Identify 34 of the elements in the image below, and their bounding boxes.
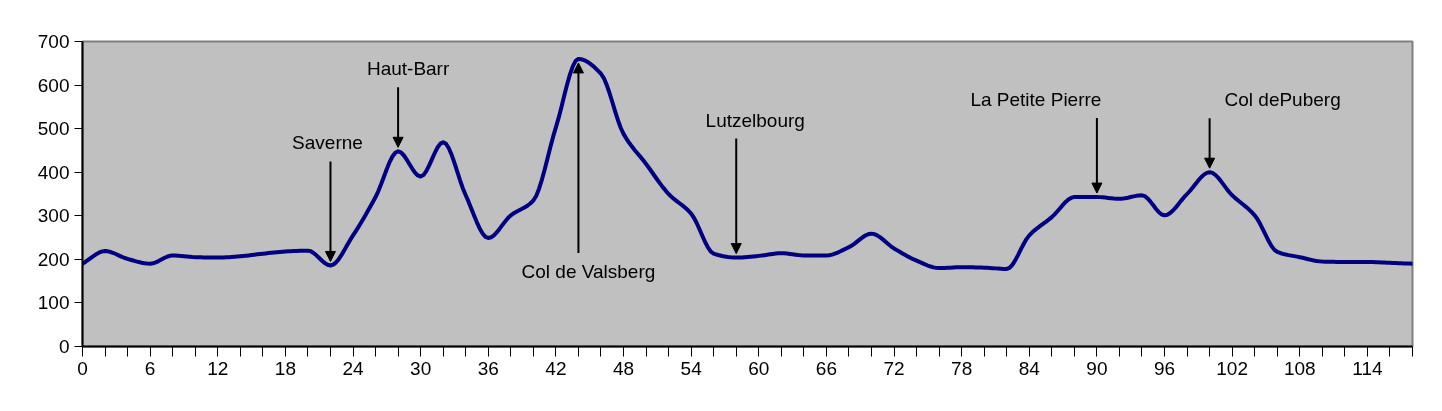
annotation: Col dePuberg — [1224, 89, 1341, 111]
x-tick-label: 60 — [748, 357, 770, 379]
x-tick-label: 72 — [883, 357, 905, 379]
y-tick-label: 700 — [37, 31, 70, 52]
x-tick-label: 66 — [815, 357, 837, 379]
x-tick-label: 24 — [342, 357, 365, 379]
y-tick-label: 0 — [58, 336, 70, 357]
x-tick-label: 78 — [951, 357, 973, 379]
y-tick-label: 400 — [37, 161, 70, 183]
y-tick-label: 300 — [37, 205, 70, 227]
annotation: Col de Valsberg — [521, 260, 656, 282]
x-tick-label: 102 — [1216, 357, 1249, 379]
x-tick-label: 18 — [274, 357, 296, 379]
x-tick-label: 108 — [1283, 357, 1316, 379]
annotation: La Petite Pierre — [970, 89, 1102, 111]
annotation: Haut-Barr — [366, 58, 450, 80]
x-tick-label: 54 — [680, 357, 703, 379]
x-tick-label: 6 — [144, 357, 156, 379]
x-tick-label: 12 — [207, 357, 229, 379]
x-tick-label: 36 — [477, 357, 499, 379]
x-tick-label: 48 — [612, 357, 635, 379]
y-tick-label: 100 — [37, 292, 70, 314]
y-tick-label: 200 — [37, 248, 70, 270]
x-tick-label: 30 — [410, 357, 432, 379]
y-tick-label: 600 — [37, 74, 70, 96]
annotation: Saverne — [292, 132, 363, 154]
x-tick-label: 0 — [77, 357, 88, 379]
x-tick-label: 96 — [1153, 357, 1176, 379]
y-tick-label: 500 — [37, 118, 70, 140]
x-tick-label: 84 — [1018, 357, 1041, 379]
annotation: Lutzelbourg — [705, 109, 805, 131]
x-tick-label: 90 — [1086, 357, 1108, 379]
x-tick-label: 42 — [545, 357, 567, 379]
x-tick-label: 114 — [1352, 357, 1383, 379]
